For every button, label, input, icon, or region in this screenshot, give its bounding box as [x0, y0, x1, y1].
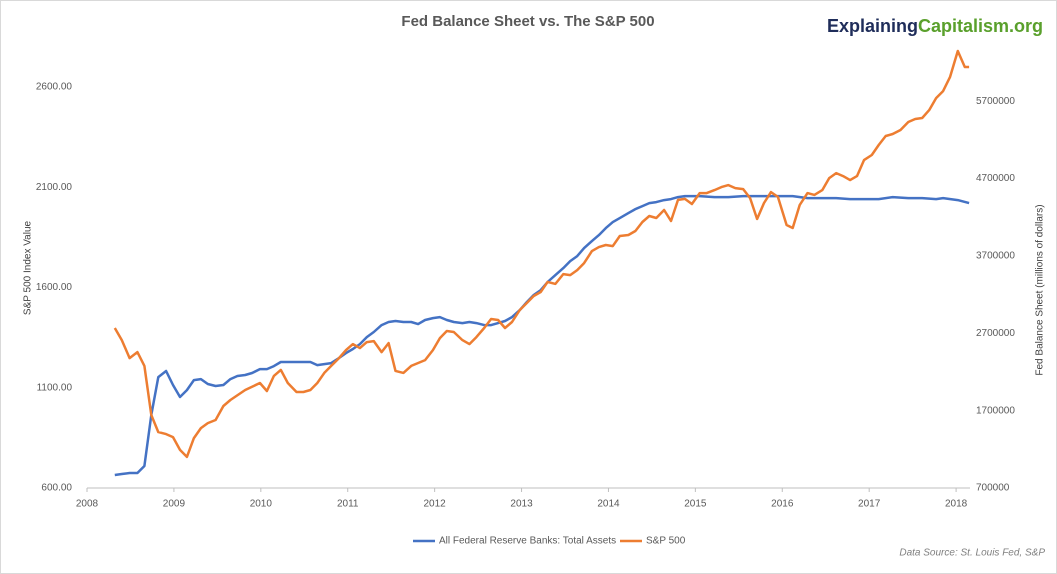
x-tick-label: 2010 — [250, 499, 273, 510]
x-tick-label: 2009 — [163, 499, 186, 510]
y2-tick-label: 3700000 — [976, 251, 1015, 262]
y2-tick-label: 5700000 — [976, 96, 1015, 107]
x-tick-label: 2013 — [510, 499, 533, 510]
brand-first: Explaining — [827, 16, 918, 36]
series-line — [113, 49, 970, 459]
legend-label: All Federal Reserve Banks: Total Assets — [439, 536, 616, 547]
y2-tick-label: 2700000 — [976, 328, 1015, 339]
x-tick-label: 2018 — [945, 499, 968, 510]
brand: ExplainingCapitalism.org — [827, 16, 1043, 36]
x-tick-label: 2008 — [76, 499, 99, 510]
x-tick-label: 2016 — [771, 499, 794, 510]
y-tick-label: 1100.00 — [37, 382, 73, 393]
x-tick-label: 2015 — [684, 499, 707, 510]
y2-tick-label: 4700000 — [976, 173, 1015, 184]
y-axis-title: S&P 500 Index Value — [23, 220, 34, 315]
y-tick-label: 2100.00 — [36, 182, 73, 193]
x-tick-label: 2011 — [337, 499, 359, 510]
brand-second: Capitalism.org — [918, 16, 1043, 36]
series-line — [114, 194, 970, 477]
chart-title: Fed Balance Sheet vs. The S&P 500 — [401, 13, 654, 30]
y-tick-label: 600.00 — [41, 483, 72, 494]
legend-label: S&P 500 — [646, 536, 686, 547]
y2-axis-title: Fed Balance Sheet (millions of dollars) — [1035, 204, 1046, 375]
y2-tick-label: 1700000 — [976, 405, 1015, 416]
y-tick-label: 2600.00 — [36, 82, 73, 93]
x-tick-label: 2014 — [597, 499, 620, 510]
y2-tick-label: 700000 — [976, 483, 1010, 494]
source: Data Source: St. Louis Fed, S&P — [899, 548, 1045, 559]
x-tick-label: 2017 — [858, 499, 881, 510]
y-tick-label: 1600.00 — [36, 282, 73, 293]
x-tick-label: 2012 — [424, 499, 447, 510]
